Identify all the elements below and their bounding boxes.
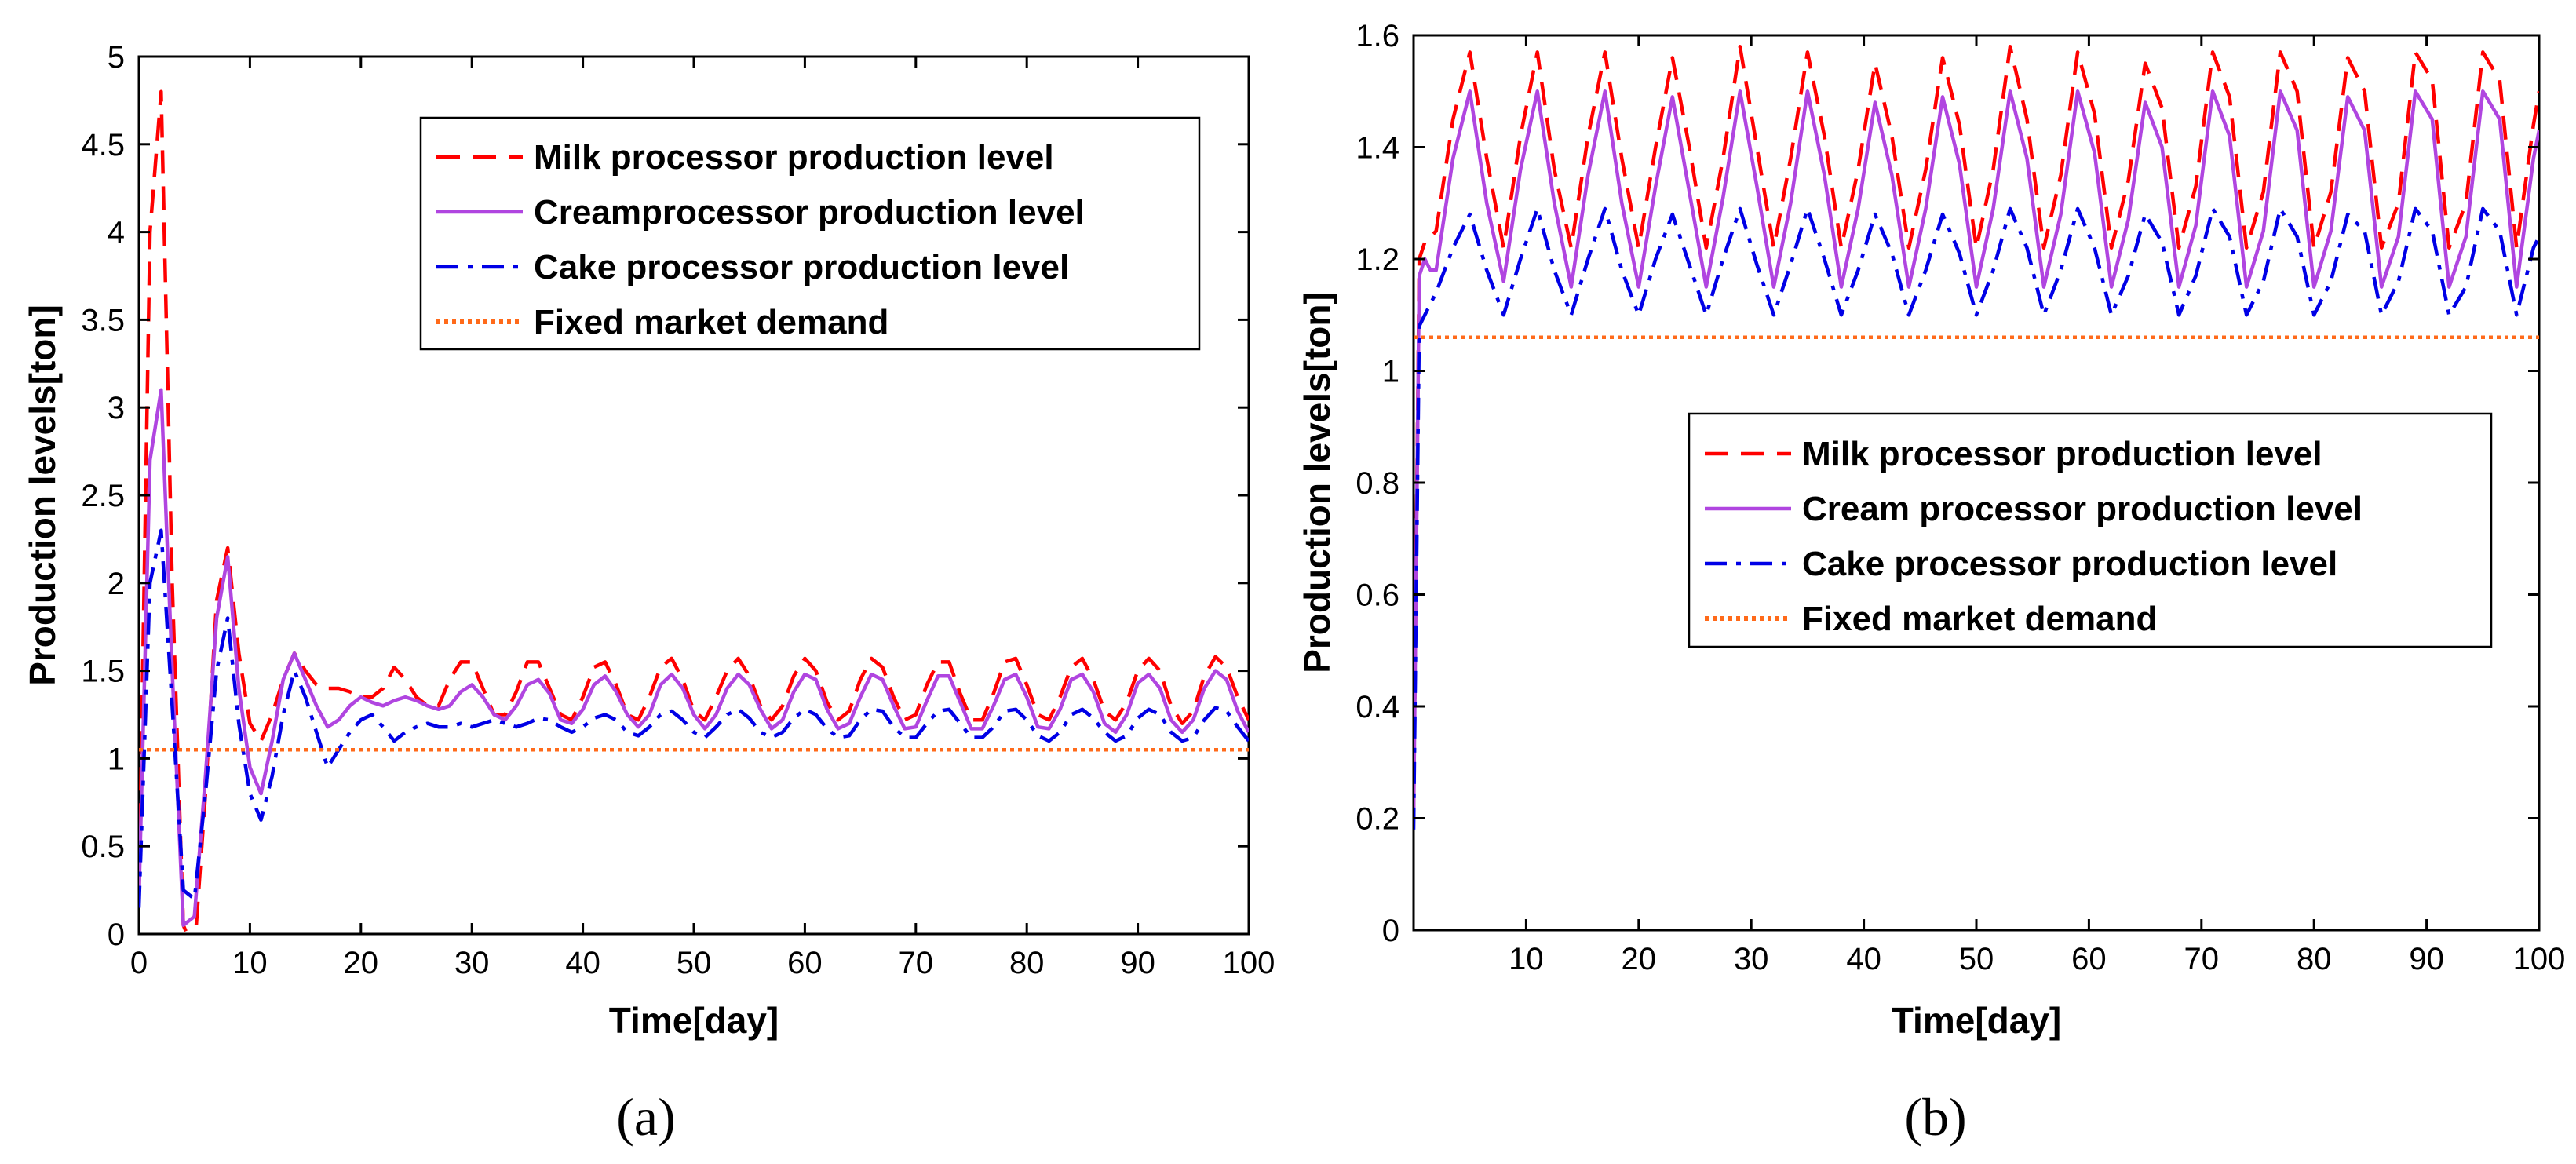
x-tick-label-b-10: 10: [1509, 942, 1544, 976]
legend-label-a-creamprocessor-production-level: Creamprocessor production level: [534, 193, 1085, 232]
legend-label-a-milk-processor-production-level: Milk processor production level: [534, 138, 1054, 177]
legend-label-b-milk-processor-production-level: Milk processor production level: [1802, 435, 2322, 473]
panel-label-b: (b): [1904, 1087, 1966, 1147]
series-layer-b: [1414, 45, 2539, 830]
chart-panel-a: 0 10 20 30 40 50 60 70 80 90 100 0 0.5 1 1.5 2 2.5 3 3.5 4 4…: [22, 40, 1275, 1147]
y-axis-title-a: Production levels[ton]: [22, 305, 63, 686]
x-tick-label-a-70: 70: [899, 946, 934, 980]
x-tick-label-b-40: 40: [1846, 942, 1881, 976]
legend-label-b-fixed-market-demand: Fixed market demand: [1802, 600, 2157, 638]
series-line-b-cake-processor-production-level: [1414, 206, 2539, 830]
x-tick-label-a-20: 20: [344, 946, 379, 980]
x-tick-label-b-90: 90: [2409, 942, 2444, 976]
y-tick-label-b-4: 0.8: [1356, 466, 1399, 501]
legend-label-b-cake-processor-production-level: Cake processor production level: [1802, 545, 2337, 583]
x-tick-label-a-40: 40: [565, 946, 600, 980]
y-tick-label-b-3: 0.6: [1356, 578, 1399, 613]
x-tick-label-a-100: 100: [1223, 946, 1275, 980]
y-tick-label-a-0: 0: [108, 918, 125, 952]
y-tick-label-a-1: 0.5: [81, 830, 125, 864]
x-tick-label-b-50: 50: [1959, 942, 1994, 976]
y-tick-label-b-8: 1.6: [1356, 19, 1399, 53]
y-tick-label-a-8: 4: [108, 216, 125, 250]
series-line-b-cream-processor-production-level: [1414, 89, 2539, 819]
y-tick-label-b-0: 0: [1382, 914, 1399, 948]
legend-box-a: [419, 116, 1201, 351]
x-tick-label-b-100: 100: [2513, 942, 2566, 976]
legend-b: Milk processor production level Cream pro…: [1688, 412, 2493, 648]
series-line-b-milk-processor-production-level: [1414, 45, 2539, 808]
y-tick-label-a-7: 3.5: [81, 303, 125, 338]
y-tick-label-b-2: 0.4: [1356, 690, 1399, 724]
x-tick-label-a-30: 30: [454, 946, 490, 980]
y-tick-label-b-1: 0.2: [1356, 802, 1399, 837]
series-layer-a: [139, 89, 1249, 934]
ticks-layer-a: 0 10 20 30 40 50 60 70 80 90 100 0 0.5 1 1.5 2 2.5 3 3.5 4 4…: [81, 40, 1275, 980]
series-line-a-creamprocessor-production-level: [139, 388, 1249, 928]
y-tick-label-a-4: 2: [108, 567, 125, 601]
series-line-a-milk-processor-production-level: [139, 89, 1249, 934]
x-tick-label-b-80: 80: [2297, 942, 2332, 976]
x-tick-label-b-70: 70: [2184, 942, 2220, 976]
x-tick-label-a-80: 80: [1009, 946, 1045, 980]
legend-label-b-cream-processor-production-level: Cream processor production level: [1802, 490, 2363, 528]
chart-panel-b: 10 20 30 40 50 60 70 80 90 100 0 0.2 0.4 0.6 0.8 1 1.2 1.…: [1297, 19, 2565, 1147]
x-axis-title-b: Time[day]: [1892, 1000, 2061, 1041]
x-tick-label-a-0: 0: [130, 946, 148, 980]
y-tick-label-a-6: 3: [108, 391, 125, 425]
y-tick-label-b-5: 1: [1382, 355, 1399, 389]
legend-entries-b: Milk processor production level Cream pro…: [1705, 435, 2363, 638]
legend-box-b: [1688, 412, 2493, 648]
y-tick-label-a-3: 1.5: [81, 655, 125, 689]
x-tick-label-b-30: 30: [1734, 942, 1769, 976]
x-tick-label-b-60: 60: [2071, 942, 2107, 976]
legend-label-a-cake-processor-production-level: Cake processor production level: [534, 248, 1069, 286]
legend-label-a-fixed-market-demand: Fixed market demand: [534, 303, 888, 341]
y-axis-title-b: Production levels[ton]: [1297, 292, 1337, 673]
y-tick-label-a-10: 5: [108, 40, 125, 75]
ticks-layer-b: 10 20 30 40 50 60 70 80 90 100 0 0.2 0.4 0.6 0.8 1 1.2 1.…: [1356, 19, 2565, 976]
x-tick-label-a-50: 50: [677, 946, 712, 980]
series-line-a-cake-processor-production-level: [139, 528, 1249, 908]
y-tick-label-b-7: 1.4: [1356, 131, 1399, 166]
x-tick-label-b-20: 20: [1622, 942, 1657, 976]
x-axis-title-a: Time[day]: [609, 1000, 779, 1041]
legend-a: Milk processor production level Creamproc…: [419, 116, 1201, 351]
panel-label-a: (a): [616, 1087, 675, 1147]
x-tick-label-a-90: 90: [1120, 946, 1155, 980]
legend-entries-a: Milk processor production level Creamproc…: [436, 138, 1085, 341]
y-tick-label-b-6: 1.2: [1356, 243, 1399, 277]
y-tick-label-a-2: 1: [108, 742, 125, 776]
x-tick-label-a-60: 60: [787, 946, 823, 980]
y-tick-label-a-5: 2.5: [81, 479, 125, 513]
y-tick-label-a-9: 4.5: [81, 128, 125, 162]
x-tick-label-a-10: 10: [232, 946, 268, 980]
